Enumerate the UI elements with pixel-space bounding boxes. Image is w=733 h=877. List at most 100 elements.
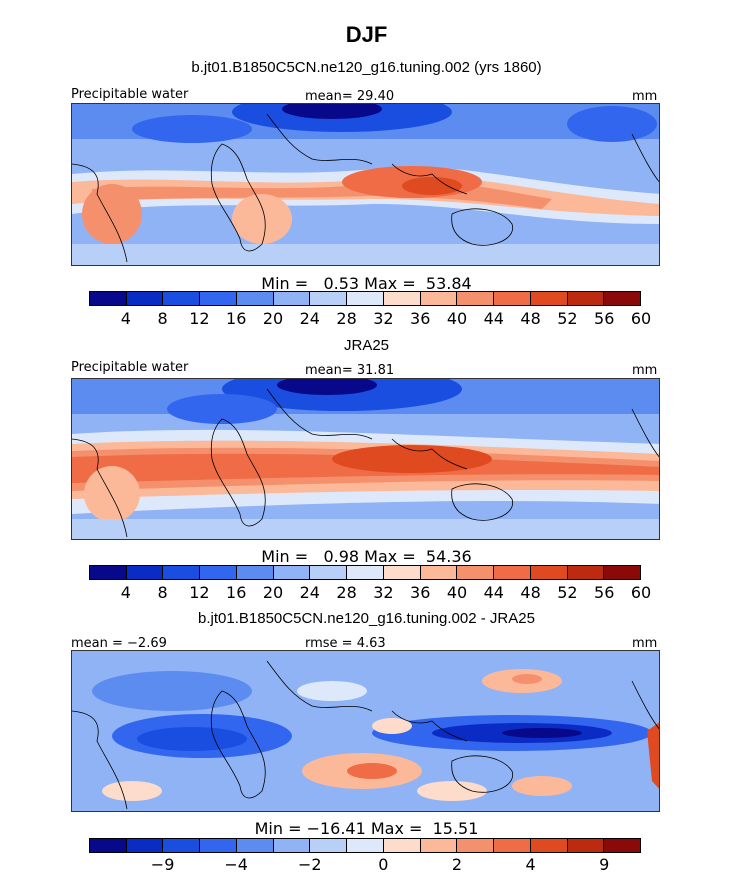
colorbar-tick-label: 56 [594, 583, 615, 602]
panel3-colorbar [89, 838, 641, 853]
colorbar-tick-label: 8 [157, 309, 168, 328]
colorbar-swatch [604, 566, 641, 579]
colorbar-tick-label: 56 [594, 309, 615, 328]
colorbar-tick-label: 2 [451, 855, 463, 874]
colorbar-swatch [420, 839, 458, 852]
colorbar-tick-label: 44 [483, 583, 504, 602]
panel1-subtitle: b.jt01.B1850C5CN.ne120_g16.tuning.002 (y… [191, 59, 542, 76]
colorbar-swatch [457, 566, 495, 579]
colorbar-tick-label: 32 [373, 583, 394, 602]
panel3-units-label: mm [632, 636, 658, 651]
colorbar-swatch [163, 566, 201, 579]
panel2-minmax: Min = 0.98 Max = 54.36 [261, 547, 472, 566]
colorbar-swatch [567, 839, 605, 852]
colorbar-swatch [530, 839, 568, 852]
colorbar-tick-label: 32 [373, 309, 394, 328]
colorbar-swatch [200, 566, 237, 579]
colorbar-tick-label: 16 [226, 309, 247, 328]
colorbar-tick-label: 4 [120, 583, 131, 602]
colorbar-tick-label: −9 [150, 855, 175, 874]
panel1-colorbar [89, 291, 641, 306]
colorbar-tick-label: 20 [262, 583, 284, 602]
panel2-variable-label: Precipitable water [71, 360, 189, 375]
colorbar-swatch [383, 292, 421, 305]
colorbar-tick-label: 28 [336, 583, 357, 602]
colorbar-tick-label: 0 [378, 855, 389, 874]
colorbar-swatch [236, 839, 274, 852]
colorbar-swatch [200, 292, 237, 305]
colorbar-swatch [420, 566, 458, 579]
panel2-colorbar-ticks: 4 8 12 16 20 24 28 32 36 40 44 48 52 56 60 [89, 583, 651, 603]
colorbar-tick-label: −2 [298, 855, 322, 874]
colorbar-swatch [604, 292, 641, 305]
colorbar-tick-label: 52 [557, 583, 578, 602]
colorbar-swatch [420, 292, 458, 305]
colorbar-swatch [494, 839, 531, 852]
colorbar-swatch [494, 292, 531, 305]
colorbar-swatch [347, 566, 384, 579]
panel2-map-field [72, 379, 659, 539]
panel1-variable-label: Precipitable water [71, 87, 189, 102]
colorbar-swatch [310, 839, 348, 852]
colorbar-tick-label: 12 [189, 309, 210, 328]
colorbar-tick-label: 4 [525, 855, 536, 874]
panel3-map [71, 650, 660, 812]
colorbar-swatch [90, 839, 127, 852]
panel1-minmax: Min = 0.53 Max = 53.84 [261, 274, 472, 293]
panel3-colorbar-ticks: −9 −4 −2 0 2 4 9 [89, 855, 641, 875]
colorbar-swatch [236, 292, 274, 305]
panel3-mean-label: mean = −2.69 [71, 636, 167, 651]
colorbar-tick-label: 40 [446, 309, 468, 328]
figure-title: DJF [345, 22, 388, 47]
colorbar-tick-label: 28 [336, 309, 357, 328]
colorbar-swatch [273, 839, 311, 852]
colorbar-tick-label: 60 [630, 583, 652, 602]
colorbar-swatch [310, 566, 348, 579]
colorbar-swatch [200, 839, 237, 852]
colorbar-tick-label: 36 [410, 583, 431, 602]
colorbar-tick-label: 36 [410, 309, 431, 328]
colorbar-tick-label: 44 [483, 309, 504, 328]
colorbar-swatch [126, 566, 164, 579]
colorbar-swatch [163, 292, 201, 305]
colorbar-swatch [90, 292, 127, 305]
panel2-units-label: mm [632, 363, 658, 378]
panel1-units-label: mm [632, 89, 658, 104]
colorbar-swatch [604, 839, 641, 852]
colorbar-swatch [126, 839, 164, 852]
colorbar-tick-label: 12 [189, 583, 210, 602]
colorbar-swatch [347, 839, 384, 852]
colorbar-tick-label: 60 [630, 309, 652, 328]
panel3-map-field [72, 651, 659, 811]
panel1-map [71, 103, 660, 266]
colorbar-swatch [347, 292, 384, 305]
panel2-subtitle: JRA25 [343, 337, 390, 354]
panel1-colorbar-ticks: 4 8 12 16 20 24 28 32 36 40 44 48 52 56 60 [89, 309, 651, 329]
colorbar-swatch [457, 839, 495, 852]
panel2-map [71, 378, 660, 540]
colorbar-swatch [236, 566, 274, 579]
colorbar-tick-label: 48 [520, 309, 541, 328]
colorbar-swatch [530, 292, 568, 305]
panel3-rmse-label: rmse = 4.63 [305, 636, 386, 651]
panel2-colorbar [89, 565, 641, 580]
colorbar-swatch [457, 292, 495, 305]
colorbar-tick-label: 52 [557, 309, 578, 328]
colorbar-tick-label: 24 [299, 583, 320, 602]
panel3-subtitle: b.jt01.B1850C5CN.ne120_g16.tuning.002 - … [198, 610, 535, 627]
colorbar-swatch [383, 566, 421, 579]
colorbar-tick-label: 20 [262, 309, 284, 328]
colorbar-tick-label: 9 [599, 855, 610, 874]
colorbar-tick-label: 4 [120, 309, 131, 328]
colorbar-swatch [90, 566, 127, 579]
colorbar-tick-label: 16 [226, 583, 247, 602]
colorbar-swatch [273, 566, 311, 579]
colorbar-swatch [530, 566, 568, 579]
panel2-mean-label: mean= 31.81 [305, 363, 395, 378]
colorbar-tick-label: 24 [299, 309, 320, 328]
colorbar-tick-label: 40 [446, 583, 468, 602]
panel1-map-field [72, 104, 659, 265]
colorbar-tick-label: 8 [157, 583, 168, 602]
colorbar-swatch [273, 292, 311, 305]
colorbar-swatch [567, 292, 605, 305]
